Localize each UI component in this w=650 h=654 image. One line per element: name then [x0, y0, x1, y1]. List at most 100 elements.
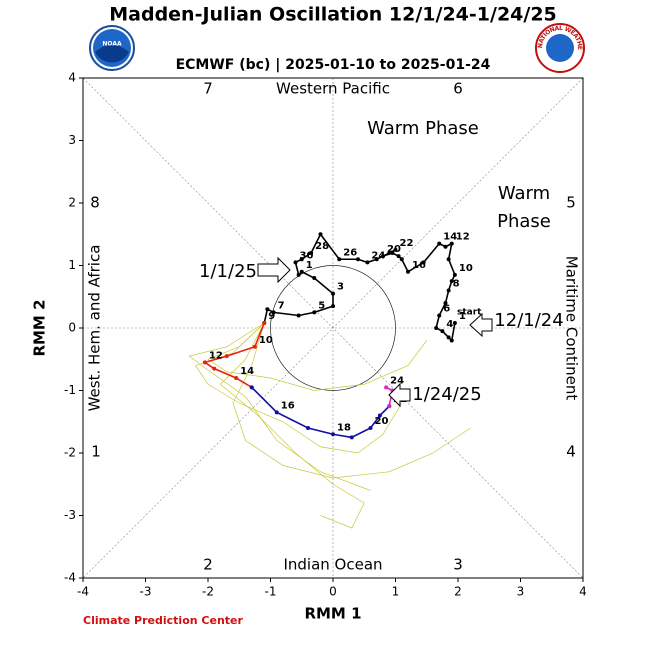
track-point — [293, 260, 298, 265]
noaa-text: NOAA — [102, 41, 122, 48]
chart-title: Madden-Julian Oscillation 12/1/24-1/24/2… — [109, 4, 557, 26]
track-point — [249, 385, 254, 390]
point-label: 14 — [443, 232, 457, 243]
annotation: 1/24/25 — [412, 384, 481, 405]
track-point — [356, 257, 360, 262]
point-label: 20 — [375, 416, 389, 427]
point-label: 24 — [371, 250, 385, 261]
y-tick-label: -4 — [64, 571, 76, 585]
plot-frame — [82, 77, 584, 579]
track-point — [449, 241, 454, 246]
track-point — [312, 310, 317, 315]
point-label: 28 — [315, 241, 329, 252]
region-label: Western Pacific — [276, 80, 390, 98]
track-point — [365, 260, 370, 265]
x-tick-label: -4 — [77, 585, 89, 599]
track-point — [331, 304, 335, 309]
point-label: 8 — [453, 279, 460, 290]
point-label: 12 — [209, 350, 223, 361]
track-point — [331, 291, 335, 296]
y-tick-label: 2 — [68, 196, 76, 210]
phase-label: 6 — [453, 80, 463, 98]
point-label: 30 — [300, 250, 314, 261]
ensemble-line — [207, 322, 428, 391]
ensemble-line — [188, 322, 371, 491]
track-point — [318, 232, 323, 237]
track-point — [449, 279, 454, 284]
y-tick-label: -3 — [64, 508, 76, 522]
y-tick-label: -1 — [64, 383, 76, 397]
track-point — [446, 335, 451, 340]
phase-label: 3 — [453, 556, 463, 574]
point-label: 5 — [318, 300, 325, 311]
x-tick-label: -2 — [202, 585, 214, 599]
track-point — [299, 269, 304, 274]
marks: 1468101214162022242628301357910121416182… — [188, 232, 473, 529]
track-point — [337, 257, 342, 262]
point-label: 1 — [306, 260, 313, 271]
track-line — [263, 232, 456, 343]
region-label: Maritime Continent — [563, 256, 581, 401]
region-label: West. Hem. and Africa — [86, 245, 104, 412]
annotation: Warm Phase — [367, 118, 479, 139]
y-tick-label: -2 — [64, 446, 76, 460]
track-point — [393, 247, 398, 252]
track-point — [449, 338, 454, 343]
track-point — [309, 251, 314, 255]
track-point — [443, 244, 448, 249]
y-tick-label: 0 — [68, 321, 76, 335]
point-label: 14 — [240, 366, 254, 377]
track-point — [396, 254, 401, 259]
point-label: 22 — [400, 238, 414, 249]
point-label: 16 — [281, 400, 295, 411]
track-point — [399, 257, 404, 262]
y-tick-label: 4 — [68, 71, 76, 85]
track-point — [234, 376, 239, 380]
point-label: 4 — [446, 319, 453, 330]
track-point — [381, 254, 385, 259]
annotation: Warm — [498, 183, 550, 204]
region-label: Indian Ocean — [283, 556, 382, 574]
arrows — [257, 256, 493, 408]
point-label: 6 — [443, 304, 450, 315]
track-point — [387, 251, 392, 255]
track-point — [212, 366, 217, 371]
track-point — [387, 404, 392, 409]
x-tick-label: -3 — [140, 585, 152, 599]
x-tick-label: 4 — [579, 585, 587, 599]
y-tick-label: 1 — [68, 258, 76, 272]
track-point — [274, 410, 279, 415]
track-point — [296, 272, 301, 277]
point-label: 16 — [412, 260, 426, 271]
annotation: Phase — [497, 211, 551, 232]
point-label: 24 — [390, 375, 404, 386]
point-label: 10 — [259, 335, 273, 346]
annotation: start — [457, 308, 482, 318]
point-label: 9 — [268, 311, 275, 322]
phase-label: 2 — [203, 556, 213, 574]
track-point — [384, 385, 389, 390]
track-point — [434, 326, 439, 330]
x-tick-label: 2 — [454, 585, 462, 599]
track-point — [446, 288, 451, 293]
point-label: 1 — [459, 311, 466, 322]
track-point — [443, 301, 448, 305]
track-point — [224, 354, 229, 359]
track-line — [251, 386, 390, 439]
annotation: 1/1/25 — [199, 261, 257, 282]
track-point — [262, 321, 267, 325]
track-point — [437, 241, 442, 246]
point-label: 10 — [459, 263, 473, 274]
y-tick-label: 3 — [68, 133, 76, 147]
point-label: 12 — [456, 232, 470, 243]
track-point — [252, 344, 257, 349]
track-point — [374, 257, 379, 262]
track-point — [406, 269, 410, 274]
track-point — [437, 313, 442, 318]
annotation: 12/1/24 — [494, 310, 563, 331]
track-point — [265, 307, 270, 312]
x-tick-label: 1 — [392, 585, 400, 599]
x-tick-label: 0 — [329, 585, 337, 599]
footer: Climate Prediction Center — [83, 614, 243, 627]
